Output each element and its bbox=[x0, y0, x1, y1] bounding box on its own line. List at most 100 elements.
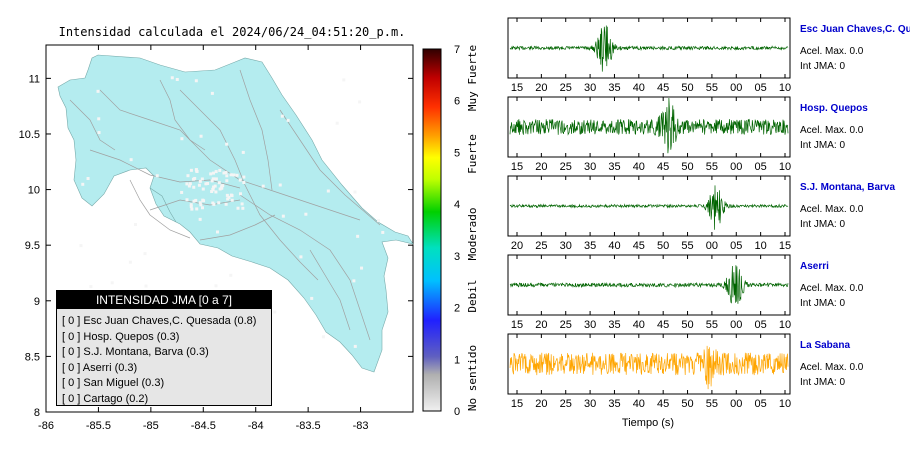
trace-tick-label: 30 bbox=[584, 82, 596, 94]
map-y-tick-label: 9 bbox=[34, 296, 40, 308]
station-dot bbox=[188, 182, 192, 186]
station-dot bbox=[97, 117, 101, 121]
station-dot bbox=[210, 190, 214, 194]
station-dot bbox=[89, 285, 93, 289]
costa-rica-land bbox=[57, 54, 414, 373]
trace-panel: 15 20 25 30 35 40 45 50 55 00 05 10 bbox=[507, 254, 791, 331]
station-dot bbox=[192, 199, 196, 203]
station-max-accel: Acel. Max. 0.0 bbox=[800, 204, 864, 215]
station-dot bbox=[79, 244, 83, 248]
station-dot bbox=[321, 335, 325, 339]
station-dot bbox=[240, 202, 244, 206]
legend-item-label: Hosp. Quepos (0.3) bbox=[83, 330, 180, 343]
trace-tick-label: 00 bbox=[730, 161, 742, 173]
trace-tick-label: 15 bbox=[511, 398, 523, 410]
station-dot bbox=[230, 198, 234, 202]
station-dot bbox=[129, 158, 133, 162]
station-dot bbox=[261, 184, 265, 188]
trace-tick-label: 25 bbox=[560, 398, 572, 410]
road bbox=[239, 194, 371, 341]
station-dot bbox=[217, 181, 221, 185]
station-dot bbox=[198, 217, 202, 221]
station-max-accel: Acel. Max. 0.0 bbox=[800, 46, 864, 57]
map-x-tick-label: -85 bbox=[143, 420, 159, 432]
trace-tick-label: 35 bbox=[608, 319, 620, 331]
station-info: Aserri Acel. Max. 0.0 Int JMA: 0 bbox=[800, 261, 910, 311]
station-dot bbox=[299, 255, 303, 259]
station-info: La Sabana Acel. Max. 0.0 Int JMA: 0 bbox=[800, 340, 910, 390]
trace-tick-label: 05 bbox=[730, 240, 742, 252]
trace-tick-label: 35 bbox=[608, 398, 620, 410]
trace-tick-label: 25 bbox=[560, 319, 572, 331]
station-name: Hosp. Quepos bbox=[800, 103, 868, 114]
station-dot bbox=[273, 310, 277, 314]
trace-tick-label: 00 bbox=[730, 319, 742, 331]
station-dot bbox=[81, 182, 85, 186]
map-axes: -86 -85.5 -85 -84.5 -84 -83.5 -83 11 10.5 10 9.5 9 8… bbox=[19, 45, 413, 432]
station-dot bbox=[335, 121, 339, 125]
map-y-tick-label: 8.5 bbox=[25, 351, 40, 363]
station-dot bbox=[180, 137, 184, 141]
station-dot bbox=[134, 223, 138, 227]
trace-tick-label: 50 bbox=[681, 161, 693, 173]
trace-tick-label: 25 bbox=[535, 240, 547, 252]
station-dot bbox=[226, 197, 230, 201]
trace-tick-label: 40 bbox=[633, 398, 645, 410]
trace-tick-label: 40 bbox=[633, 82, 645, 94]
station-dot bbox=[180, 190, 184, 194]
legend-item-level: [ 0 ] bbox=[62, 392, 81, 405]
trace-tick-label: 45 bbox=[633, 240, 645, 252]
station-dot bbox=[86, 177, 90, 181]
station-jma-intensity: Int JMA: 0 bbox=[800, 140, 846, 151]
station-dot bbox=[215, 230, 219, 234]
colorbar-tick-label: 3 bbox=[454, 251, 460, 263]
station-dot bbox=[356, 234, 360, 238]
colorbar-level-label: No sentido bbox=[466, 345, 479, 411]
legend-title: INTENSIDAD JMA [0 a 7] bbox=[57, 291, 271, 309]
road bbox=[69, 99, 116, 151]
station-dot bbox=[201, 187, 205, 191]
station-jma-intensity: Int JMA: 0 bbox=[800, 219, 846, 230]
station-dot bbox=[199, 134, 203, 138]
station-dot bbox=[214, 170, 218, 174]
trace-tick-label: 55 bbox=[706, 319, 718, 331]
station-dot bbox=[225, 179, 229, 183]
station-dot bbox=[236, 206, 240, 210]
legend-item-level: [ 0 ] bbox=[62, 346, 81, 358]
station-dot bbox=[197, 183, 201, 187]
legend-item-label: San Miguel (0.3) bbox=[83, 377, 165, 389]
trace-tick-label: 20 bbox=[535, 82, 547, 94]
trace-tick-label: 10 bbox=[779, 161, 791, 173]
station-max-accel: Acel. Max. 0.0 bbox=[800, 125, 864, 136]
trace-tick-label: 00 bbox=[706, 240, 718, 252]
station-dot bbox=[193, 176, 197, 180]
station-dot bbox=[360, 266, 364, 270]
station-dot bbox=[218, 168, 222, 172]
trace-tick-label: 50 bbox=[681, 82, 693, 94]
station-dot bbox=[225, 174, 229, 178]
station-dot bbox=[227, 195, 231, 199]
station-dot bbox=[194, 198, 198, 202]
colorbar-tick-label: 6 bbox=[454, 96, 460, 108]
station-dot bbox=[155, 174, 159, 178]
colorbar-tick-label: 1 bbox=[454, 354, 460, 366]
station-dot bbox=[211, 187, 215, 191]
trace-panel: 15 20 25 30 35 40 45 50 55 00 05 10 bbox=[507, 96, 791, 173]
station-max-accel: Acel. Max. 0.0 bbox=[800, 283, 864, 294]
station-dot bbox=[97, 131, 101, 135]
trace-tick-label: 10 bbox=[755, 240, 767, 252]
station-dot bbox=[201, 206, 205, 210]
road bbox=[199, 214, 276, 241]
trace-tick-label: 55 bbox=[706, 398, 718, 410]
station-dot bbox=[221, 184, 225, 188]
map-y-tick-label: 11 bbox=[29, 73, 40, 85]
station-name: La Sabana bbox=[800, 340, 851, 351]
station-dot bbox=[225, 193, 229, 197]
station-jma-intensity: Int JMA: 0 bbox=[800, 298, 846, 309]
trace-tick-label: 05 bbox=[755, 82, 767, 94]
station-dot bbox=[242, 180, 246, 184]
trace-tick-label: 05 bbox=[755, 319, 767, 331]
trace-tick-label: 50 bbox=[681, 398, 693, 410]
trace-tick-label: 45 bbox=[657, 161, 669, 173]
